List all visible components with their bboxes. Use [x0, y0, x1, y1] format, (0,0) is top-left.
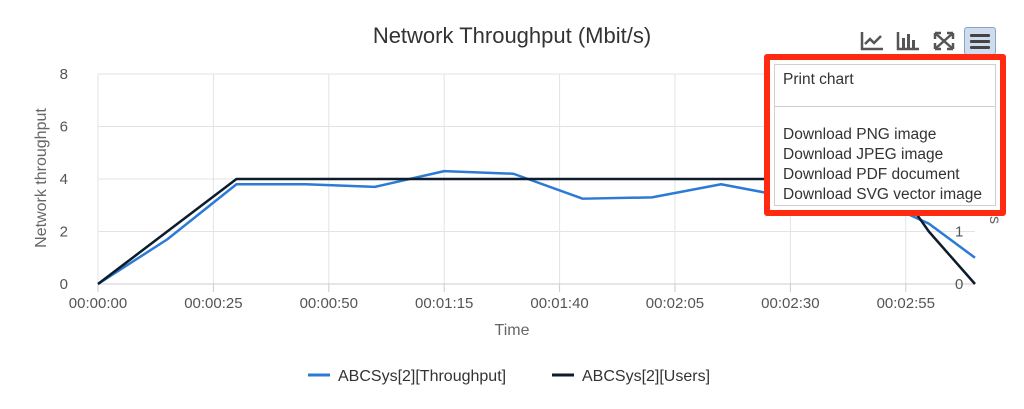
y-tick-label: 6	[60, 119, 68, 136]
export-menu: Print chart Download PNG image Download …	[764, 54, 1006, 216]
chart-title: Network Throughput (Mbit/s)	[373, 23, 651, 48]
x-tick-label: 00:00:50	[300, 295, 358, 312]
context-menu-button[interactable]	[964, 27, 996, 55]
menu-item-download-pdf[interactable]: Download PDF document	[783, 166, 960, 183]
line-chart-icon	[860, 32, 883, 51]
y-axis-title: Network throughput	[33, 108, 50, 248]
x-tick-label: 00:01:15	[415, 295, 473, 312]
menu-item-download-svg[interactable]: Download SVG vector image	[783, 186, 983, 203]
y-tick-label: 4	[60, 171, 68, 188]
y2-axis-title: s	[986, 216, 1003, 224]
y2-tick-label: 0	[955, 276, 963, 293]
x-axis: 00:00:00 00:00:25 00:00:50 00:01:15 00:01:40…	[69, 284, 935, 312]
legend: ABCSys[2][Throughput] ABCSys[2][Users]	[308, 368, 710, 385]
hamburger-menu-icon	[970, 34, 990, 49]
menu-item-print-chart[interactable]: Print chart	[783, 71, 854, 88]
y2-axis: 01	[955, 224, 963, 294]
x-tick-label: 00:01:40	[530, 295, 588, 312]
menu-item-download-jpeg[interactable]: Download JPEG image	[783, 146, 944, 163]
y2-tick-label: 1	[955, 224, 963, 241]
menu-item-download-png[interactable]: Download PNG image	[783, 126, 937, 143]
x-tick-label: 00:00:00	[69, 295, 127, 312]
y-tick-label: 0	[60, 276, 68, 293]
fullscreen-icon	[933, 31, 955, 51]
fullscreen-button[interactable]	[928, 27, 960, 55]
legend-label: ABCSys[2][Users]	[582, 368, 710, 385]
y-axis: 0 2 4 6 8	[60, 66, 68, 293]
x-axis-title: Time	[495, 322, 530, 339]
y-tick-label: 2	[60, 224, 68, 241]
y-tick-label: 8	[60, 66, 68, 83]
x-tick-label: 00:02:30	[761, 295, 819, 312]
bar-chart-icon	[896, 32, 919, 51]
x-tick-label: 00:02:05	[646, 295, 704, 312]
chart-toolbar	[856, 27, 996, 55]
x-tick-label: 00:00:25	[184, 295, 242, 312]
menu-separator	[775, 106, 995, 107]
bar-chart-button[interactable]	[892, 27, 924, 55]
line-chart-button[interactable]	[856, 27, 888, 55]
x-tick-label: 00:02:55	[877, 295, 935, 312]
legend-label: ABCSys[2][Throughput]	[338, 368, 506, 385]
